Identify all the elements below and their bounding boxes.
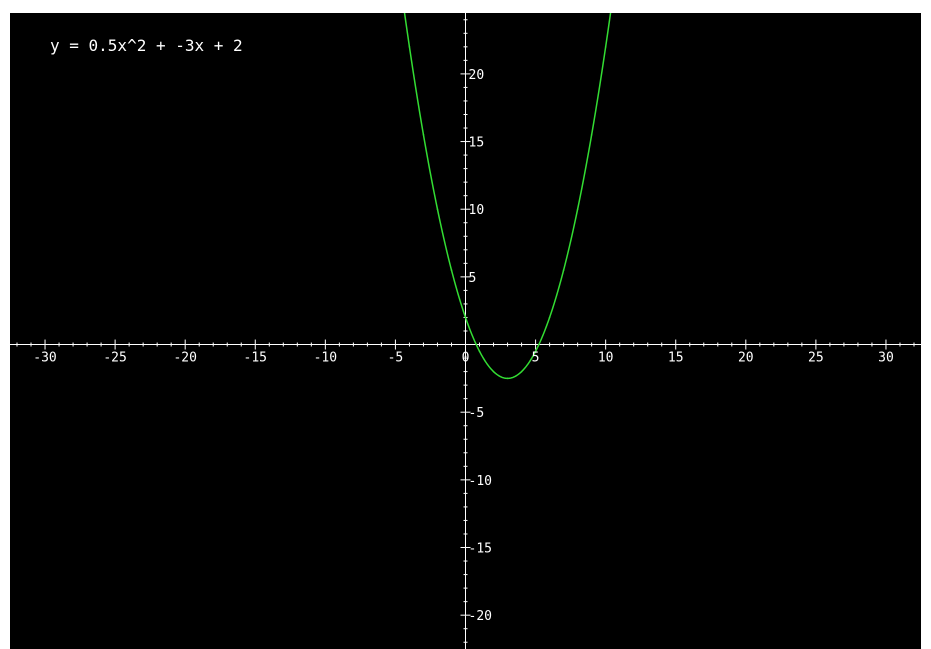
x-tick-label: 25	[808, 351, 824, 366]
curve-point	[562, 269, 565, 271]
curve-point	[464, 316, 467, 319]
curve-point	[478, 350, 481, 353]
parabola-curve	[403, 13, 612, 380]
curve-point	[590, 133, 593, 136]
curve-point	[534, 350, 537, 353]
x-tick-label: -15	[244, 351, 267, 366]
y-tick-label: -5	[469, 406, 485, 421]
curve-point	[604, 46, 607, 48]
x-tick-label: 20	[738, 351, 754, 366]
x-tick-label: -5	[388, 351, 404, 366]
y-tick-label: 5	[469, 271, 477, 286]
curve-point	[436, 208, 439, 211]
x-tick-label: -30	[33, 351, 56, 366]
x-tick-label: 5	[532, 351, 540, 366]
chart-canvas: -30 -25 -20 -15 -10 -5 0 5 10 15 20 25 30 -20 -15 -10 -5…	[10, 13, 921, 649]
x-tick-label: 15	[668, 351, 684, 366]
x-tick-label: 10	[598, 351, 614, 366]
curve-point	[576, 208, 579, 211]
curve-point	[548, 316, 551, 319]
curve-layer	[403, 13, 612, 380]
curve-point	[408, 46, 411, 48]
tick-labels: -30 -25 -20 -15 -10 -5 0 5 10 15 20 25 30 -20 -15 -10 -5…	[33, 68, 893, 624]
x-tick-label: 30	[878, 351, 894, 366]
y-tick-label: 10	[469, 203, 485, 218]
y-tick-label: -20	[469, 609, 492, 624]
equation-label: y = 0.5x^2 + -3x + 2	[50, 36, 243, 55]
curve-point	[506, 377, 509, 380]
y-tick-label: 15	[469, 136, 485, 151]
curve-point	[450, 269, 453, 271]
y-tick-label: -15	[469, 542, 492, 557]
x-tick-label: -25	[103, 351, 126, 366]
curve-point	[520, 370, 523, 373]
x-tick-label: 0	[462, 351, 470, 366]
x-tick-label: -10	[314, 351, 337, 366]
plot-area: -30 -25 -20 -15 -10 -5 0 5 10 15 20 25 30 -20 -15 -10 -5…	[10, 13, 921, 649]
curve-point	[492, 370, 495, 373]
axes	[10, 13, 921, 649]
y-tick-label: 20	[469, 68, 485, 83]
y-tick-label: -10	[469, 474, 492, 489]
curve-point	[422, 133, 425, 136]
x-tick-label: -20	[173, 351, 196, 366]
